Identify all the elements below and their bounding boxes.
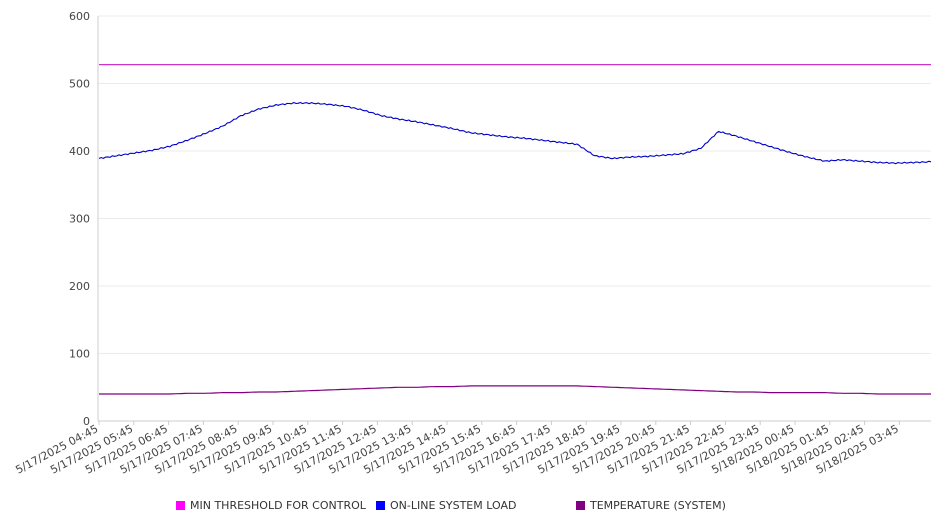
y-tick-label: 100 [69, 348, 90, 361]
series-line-1 [98, 101, 932, 165]
gridlines [98, 15, 931, 354]
legend-label: MIN THRESHOLD FOR CONTROL [190, 499, 367, 512]
legend-label: ON-LINE SYSTEM LOAD [390, 499, 516, 512]
x-tick-labels: 5/17/2025 04:455/17/2025 05:455/17/2025 … [13, 422, 900, 476]
legend-swatch [176, 501, 185, 510]
y-tick-label: 500 [69, 78, 90, 91]
y-tick-label: 400 [69, 145, 90, 158]
y-tick-label: 200 [69, 280, 90, 293]
y-tick-label: 0 [83, 415, 90, 428]
y-tick-label: 300 [69, 213, 90, 226]
axes [97, 16, 931, 425]
legend-swatch [376, 501, 385, 510]
y-tick-label: 600 [69, 10, 90, 23]
series-line-2 [99, 385, 931, 395]
legend-label: TEMPERATURE (SYSTEM) [589, 499, 726, 512]
legend: MIN THRESHOLD FOR CONTROL ON-LINE SYSTEM … [176, 499, 726, 512]
y-tick-labels: 0 100 200 300 400 500 600 [69, 10, 90, 428]
series-lines [98, 63, 932, 395]
legend-swatch [576, 501, 585, 510]
